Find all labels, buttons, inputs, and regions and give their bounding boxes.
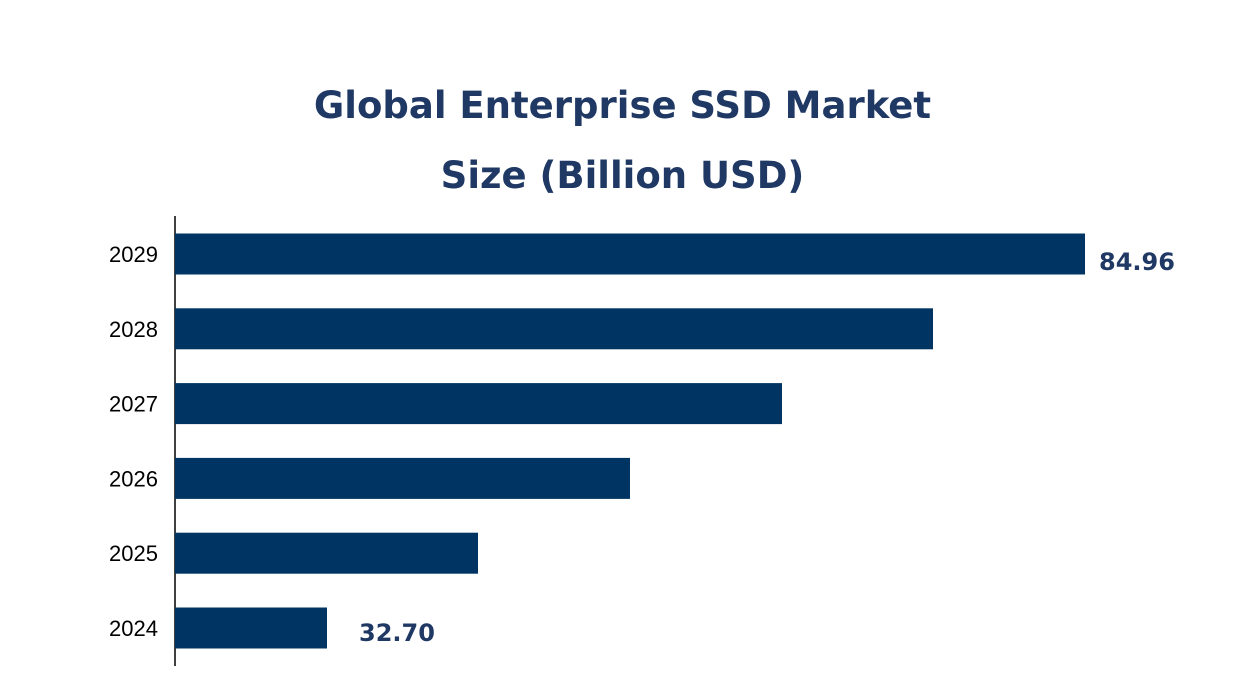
- y-tick-label: 2026: [109, 466, 158, 491]
- bar-2026: [175, 457, 630, 499]
- chart-title-line-2: Size (Billion USD): [440, 154, 805, 197]
- data-label-2024: 32.70: [359, 619, 435, 647]
- y-tick-label: 2024: [109, 616, 158, 641]
- bar-2025: [175, 532, 478, 574]
- y-tick-label: 2029: [109, 242, 158, 267]
- chart-title-line-1: Global Enterprise SSD Market: [313, 84, 932, 127]
- y-tick-label: 2025: [109, 541, 158, 566]
- y-tick-label: 2027: [109, 392, 158, 417]
- bar-2029: [175, 233, 1085, 275]
- y-tick-label: 2028: [109, 317, 158, 342]
- bar-2024: [175, 607, 328, 649]
- data-label-2029: 84.96: [1099, 248, 1175, 276]
- bar-2028: [175, 308, 933, 350]
- bar-2027: [175, 383, 783, 425]
